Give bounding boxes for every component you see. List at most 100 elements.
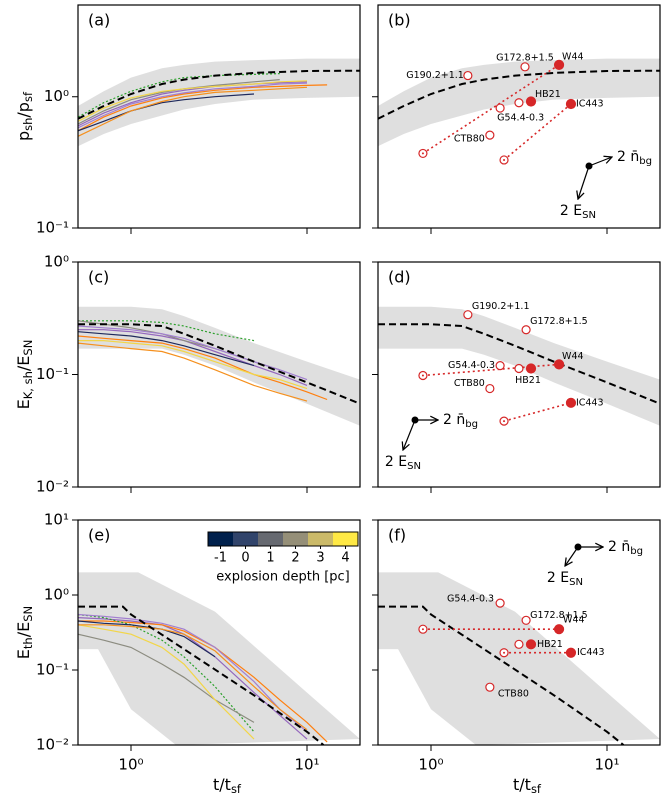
simulation-line xyxy=(78,86,308,137)
axes-frame xyxy=(377,4,661,229)
colorbar-segment xyxy=(333,532,358,546)
snr-point xyxy=(565,397,577,408)
y-axis-label: EK, sh/ESN xyxy=(14,340,35,410)
axes-frame xyxy=(77,261,361,488)
snr-point xyxy=(495,360,505,371)
snr-point xyxy=(485,383,495,394)
colorbar-frame xyxy=(207,531,359,547)
plot-area xyxy=(378,58,660,165)
panel: 10⁻¹ 10⁰ (a) psh/psf xyxy=(14,4,361,237)
x-tick-label: 10⁰ xyxy=(418,756,443,774)
simulation-line xyxy=(78,340,308,390)
model-line xyxy=(378,323,660,405)
y-axis-label-part: /p xyxy=(14,102,33,118)
y-tick-label: 10⁻¹ xyxy=(36,219,69,237)
x-axis-label-part: t/t xyxy=(513,775,531,794)
x-tick-label: 10⁰ xyxy=(118,756,143,774)
snr-label: G172.8+1.5 xyxy=(530,610,588,621)
arrow-label: 2 n̄bg xyxy=(617,149,652,167)
arrow-label-part: 2 n̄ xyxy=(443,412,465,428)
x-tick-label: 10¹ xyxy=(294,756,319,774)
arrow xyxy=(565,546,579,566)
y-axis-label-part: K, sh xyxy=(21,371,35,399)
colorbar-tick-label: 4 xyxy=(341,551,349,566)
simulation-line xyxy=(78,620,216,658)
snr-point xyxy=(521,615,531,625)
snr-point xyxy=(463,310,473,320)
x-axis-label-part: sf xyxy=(231,782,242,796)
snr-label: W44 xyxy=(562,51,583,62)
simulation-line xyxy=(78,624,255,740)
snr-label: G190.2+1.1 xyxy=(406,70,464,81)
snr-point xyxy=(525,639,537,650)
arrow xyxy=(578,165,590,199)
arrow-label-part: 2 E xyxy=(547,570,569,586)
y-axis-label-part: sh xyxy=(21,118,35,131)
dotted-link xyxy=(422,64,560,155)
snr-label: G54.4-0.3 xyxy=(448,360,495,371)
colorbar-segment xyxy=(258,532,283,546)
simulation-line xyxy=(78,624,308,731)
simulation-line xyxy=(78,331,255,367)
snr-point xyxy=(463,70,473,81)
y-axis-label: psh/psf xyxy=(14,91,35,141)
snr-point xyxy=(495,103,505,113)
plot-area xyxy=(378,572,660,745)
snr-label: W44 xyxy=(563,615,584,626)
simulation-line xyxy=(78,93,255,132)
simulation-line xyxy=(78,325,308,381)
panel-label: (a) xyxy=(88,11,110,30)
arrow-label-part: 2 E xyxy=(385,454,407,470)
y-axis-label-part: p xyxy=(14,131,33,141)
snr-point xyxy=(525,363,537,374)
panel: 10⁻² 10⁻¹ 10⁰ (c) EK, sh/ESN xyxy=(14,253,361,496)
axes-frame xyxy=(77,519,361,746)
y-tick-label: 10⁻¹ xyxy=(36,661,69,679)
model-line xyxy=(378,605,625,745)
arrow-label-part: 2 E xyxy=(560,203,582,219)
model-line xyxy=(78,323,360,405)
plot-area xyxy=(378,306,660,426)
arrow-label: 2 ESN xyxy=(560,203,596,221)
model-band xyxy=(78,572,360,745)
colorbar-segment xyxy=(233,532,258,546)
model-band xyxy=(78,306,360,426)
simulation-line xyxy=(78,320,255,342)
snr-label: G172.8+1.5 xyxy=(496,52,554,63)
arrow-label-part: SN xyxy=(407,461,421,472)
snr-label: CTB80 xyxy=(498,689,529,700)
arrow-label-part: bg xyxy=(639,156,652,167)
snr-label: HB21 xyxy=(515,375,541,386)
y-axis-label-part: /E xyxy=(14,622,33,638)
alt-point-center xyxy=(421,628,424,631)
snr-label: CTB80 xyxy=(454,378,485,389)
snr-label: IC443 xyxy=(576,99,604,110)
snr-point xyxy=(525,96,537,107)
colorbar-tick-label: -1 xyxy=(214,551,227,566)
alt-point-center xyxy=(421,152,424,155)
panel-label: (c) xyxy=(88,268,109,287)
snr-point xyxy=(514,363,524,374)
colorbar-tick-label: 0 xyxy=(241,551,249,566)
y-tick-label: 10¹ xyxy=(44,511,69,529)
simulation-line xyxy=(78,342,308,402)
arrow-label: 2 ESN xyxy=(385,454,421,472)
snr-label: CTB80 xyxy=(454,134,485,145)
y-axis-label-part: E xyxy=(14,649,33,659)
snr-label: G172.8+1.5 xyxy=(530,316,588,327)
snr-point xyxy=(514,639,524,649)
snr-point xyxy=(565,647,577,658)
colorbar-segment xyxy=(208,532,233,546)
y-tick-label: 10⁻² xyxy=(36,736,69,754)
model-band xyxy=(78,58,360,147)
arrow-label: 2 ESN xyxy=(547,570,583,588)
arrow-label: 2 n̄bg xyxy=(443,412,478,430)
y-tick-label: 10⁻¹ xyxy=(36,365,69,383)
arrow-label-part: 2 n̄ xyxy=(617,149,639,165)
simulation-line xyxy=(78,84,328,132)
x-axis-label-part: sf xyxy=(531,782,542,796)
colorbar-segment xyxy=(308,532,333,546)
snr-point xyxy=(565,98,577,110)
arrow-label: 2 n̄bg xyxy=(608,539,643,557)
